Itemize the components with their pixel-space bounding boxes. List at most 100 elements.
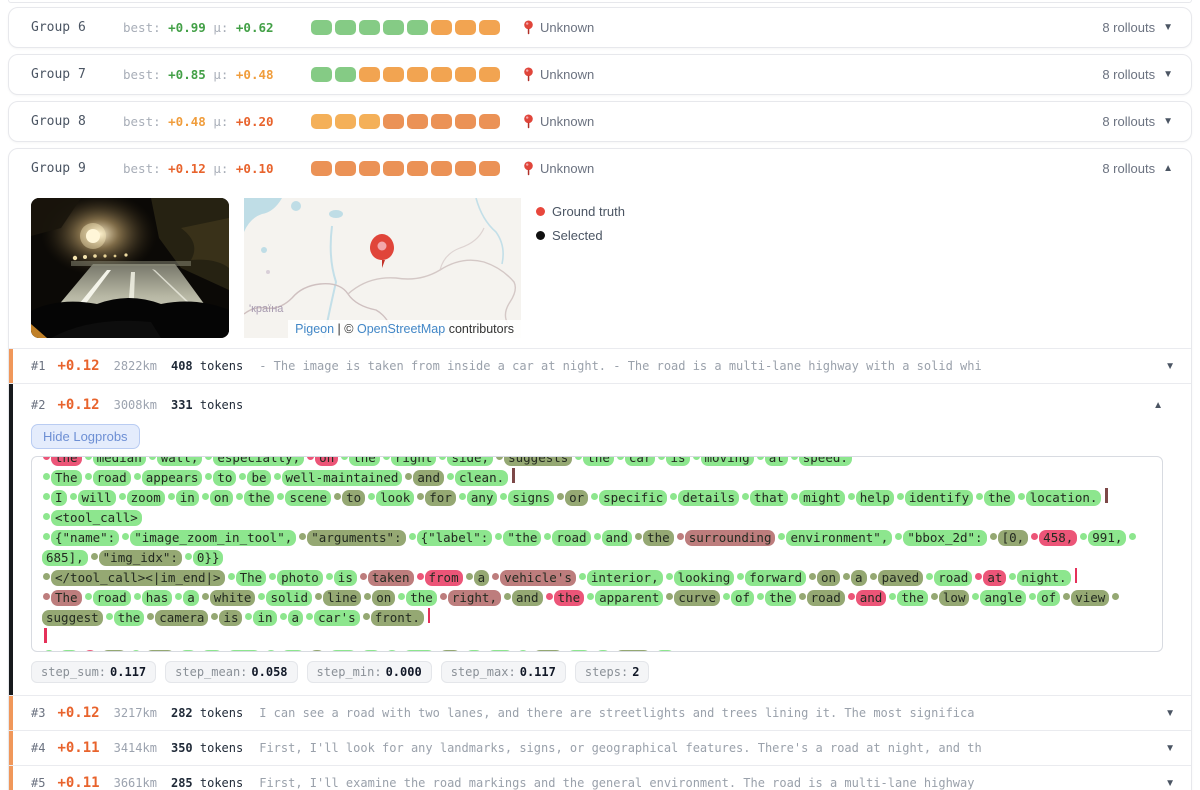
group-header[interactable]: Group 6 best: +0.99 μ: +0.62 Unknown 8 roll… <box>9 8 1191 47</box>
token[interactable]: interior, <box>586 569 663 586</box>
token[interactable]: the <box>406 589 437 606</box>
token[interactable]: especially, <box>213 457 305 466</box>
token[interactable]: on <box>816 569 841 586</box>
token[interactable]: surrounding <box>684 529 776 546</box>
token[interactable]: <tool_call> <box>51 509 142 526</box>
group-card[interactable]: Group 7 best: +0.85 μ: +0.48 Unknown 8 roll… <box>8 54 1192 95</box>
rollout-row-expanded[interactable]: #2 +0.12 3008km 331 tokens ▲ Hide Logprobs the… <box>9 383 1191 695</box>
scene-photo[interactable] <box>31 198 229 338</box>
token[interactable]: curve <box>674 589 720 606</box>
token[interactable]: for <box>425 489 456 506</box>
token[interactable]: {"name": <box>51 529 120 546</box>
token[interactable]: low <box>938 589 970 606</box>
token[interactable]: look <box>376 489 415 506</box>
token[interactable]: that <box>750 489 789 506</box>
token[interactable]: "img_idx": <box>98 549 182 566</box>
rollout-row[interactable]: #3 +0.12 3217km 282 tokens I can see a road … <box>9 695 1191 730</box>
token[interactable]: and <box>601 529 633 546</box>
token[interactable]: to <box>342 489 366 506</box>
token[interactable]: appears <box>141 469 203 486</box>
token[interactable]: suggest <box>42 609 103 626</box>
token[interactable]: apparent <box>595 589 664 606</box>
group-card[interactable]: Group 8 best: +0.48 μ: +0.20 Unknown 8 roll… <box>8 101 1192 142</box>
token[interactable]: at <box>983 569 1007 586</box>
token[interactable]: scene <box>285 489 332 506</box>
token[interactable]: help <box>855 489 894 506</box>
token[interactable]: a <box>473 569 490 586</box>
token[interactable]: a <box>183 589 199 606</box>
token[interactable]: side, <box>447 457 494 466</box>
token[interactable]: of <box>1037 589 1061 606</box>
token[interactable]: the <box>51 457 82 466</box>
rollout-row[interactable]: #5 +0.11 3661km 285 tokens First, I'll exami… <box>9 765 1191 790</box>
chevron-down-icon[interactable]: ▼ <box>1165 742 1175 754</box>
token[interactable]: is <box>219 609 243 626</box>
token[interactable]: car <box>624 457 656 466</box>
token[interactable]: specific <box>599 489 668 506</box>
chevron-down-icon[interactable]: ▼ <box>1165 777 1175 789</box>
chevron-up-icon[interactable]: ▲ <box>1163 163 1173 174</box>
hide-logprobs-button[interactable]: Hide Logprobs <box>31 424 140 449</box>
token[interactable]: wall, <box>156 457 203 466</box>
token[interactable]: speed. <box>798 457 852 466</box>
map[interactable]: 'країна Pigeon | © OpenStreetMap contrib… <box>244 198 521 338</box>
chevron-up-icon[interactable]: ▲ <box>1153 399 1163 411</box>
token[interactable]: will <box>77 489 116 506</box>
token[interactable]: signs <box>508 489 555 506</box>
token[interactable]: front. <box>370 609 424 626</box>
group-header[interactable]: Group 9 best: +0.12 μ: +0.10 Unknown 8 roll… <box>9 149 1191 188</box>
token[interactable]: be <box>247 469 271 486</box>
token[interactable]: the <box>583 457 614 466</box>
token[interactable]: right, <box>447 589 501 606</box>
token[interactable]: details <box>678 489 740 506</box>
token[interactable]: and <box>511 589 543 606</box>
token[interactable]: at <box>764 457 788 466</box>
token[interactable]: "bbox_2d": <box>903 529 987 546</box>
token[interactable]: on <box>315 457 339 466</box>
token[interactable]: on <box>372 589 396 606</box>
token[interactable]: [0, <box>997 529 1029 546</box>
token[interactable]: the <box>553 589 585 606</box>
token[interactable]: "image_zoom_in_tool", <box>130 529 297 546</box>
token[interactable]: well-maintained <box>281 469 403 486</box>
token[interactable]: environment", <box>786 529 893 546</box>
rollout-row[interactable]: #4 +0.11 3414km 350 tokens First, I'll look … <box>9 730 1191 765</box>
token[interactable]: any <box>466 489 498 506</box>
token[interactable]: view <box>1071 589 1110 606</box>
chevron-down-icon[interactable]: ▼ <box>1163 22 1173 33</box>
token[interactable]: moving <box>700 457 754 466</box>
token[interactable]: taken <box>367 569 414 586</box>
rollout-row[interactable]: #1 +0.12 2822km 408 tokens - The image is ta… <box>9 348 1191 383</box>
token[interactable]: looking <box>673 569 735 586</box>
token[interactable]: the <box>643 529 674 546</box>
token[interactable]: has <box>141 589 173 606</box>
token[interactable]: vehicle's <box>500 569 576 586</box>
token[interactable]: in <box>175 489 199 506</box>
token[interactable]: </tool_call><|im_end|> <box>51 569 225 586</box>
token[interactable]: from <box>424 569 463 586</box>
token[interactable]: location. <box>1025 489 1102 506</box>
token[interactable]: or <box>565 489 589 506</box>
token[interactable]: the <box>243 489 275 506</box>
token[interactable]: the <box>765 589 796 606</box>
token[interactable]: in <box>253 609 277 626</box>
token[interactable]: road <box>92 589 131 606</box>
token[interactable]: median <box>92 457 146 466</box>
token[interactable]: I <box>51 489 67 506</box>
osm-link[interactable]: OpenStreetMap <box>356 322 446 336</box>
token[interactable]: to <box>213 469 237 486</box>
token[interactable]: forward <box>745 569 806 586</box>
token[interactable]: suggests <box>504 457 573 466</box>
token[interactable]: "the <box>503 529 542 546</box>
token[interactable]: the <box>984 489 1015 506</box>
token[interactable]: road <box>552 529 591 546</box>
token[interactable]: {"label": <box>416 529 493 546</box>
token[interactable]: 991, <box>1088 529 1127 546</box>
token[interactable]: a <box>851 569 867 586</box>
token[interactable]: angle <box>980 589 1027 606</box>
token[interactable]: road <box>934 569 973 586</box>
token[interactable]: road <box>806 589 845 606</box>
token[interactable]: of <box>731 589 755 606</box>
chevron-down-icon[interactable]: ▼ <box>1165 707 1175 719</box>
token[interactable]: The <box>51 589 82 606</box>
